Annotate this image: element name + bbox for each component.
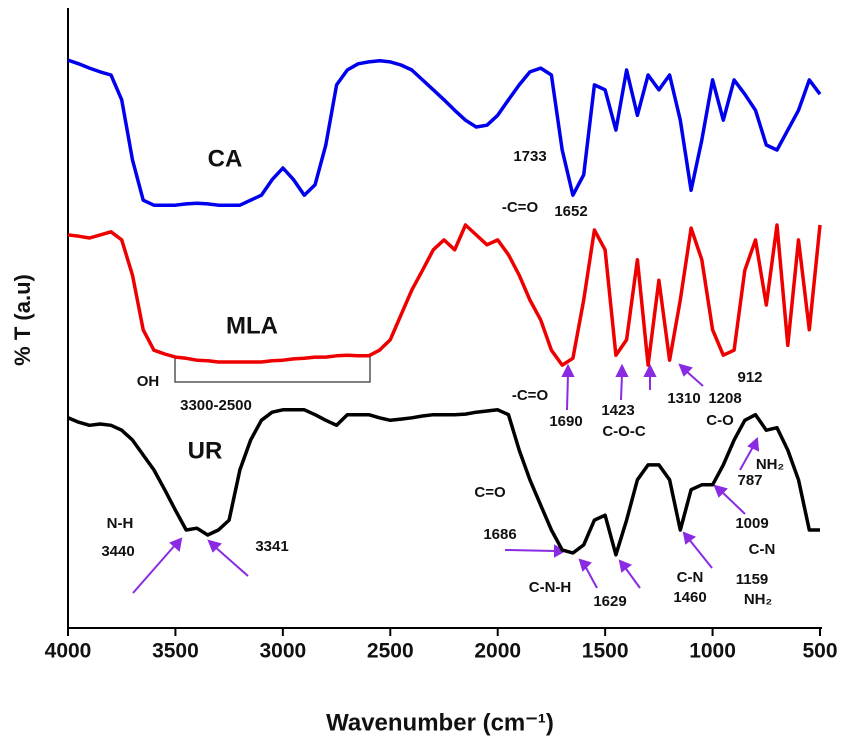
annotation: 3440 [101, 543, 134, 560]
spectrum-line [67, 58, 822, 207]
x-tick-label: 1500 [582, 640, 629, 663]
series-label: UR [188, 437, 223, 464]
annotation: 1460 [673, 589, 706, 606]
annotation: 1686 [483, 526, 516, 543]
arrowhead [678, 363, 693, 377]
arrowhead [615, 363, 629, 377]
x-tick-label: 3500 [152, 640, 199, 663]
x-tick-label: 500 [802, 640, 837, 663]
annotation: 3300-2500 [180, 397, 252, 414]
series-label: CA [208, 145, 243, 172]
arrow [684, 369, 704, 387]
arrow [620, 373, 623, 401]
arrow [504, 549, 556, 552]
annotation: N-H [107, 515, 134, 532]
annotation: 1733 [513, 148, 546, 165]
annotation: C-N [749, 541, 776, 558]
annotation: C-N [677, 569, 704, 586]
annotation: 1310 [667, 390, 700, 407]
arrowhead [561, 363, 575, 377]
series-label: MLA [226, 312, 278, 339]
annotation: C-O [706, 412, 734, 429]
annotation: -C=O [512, 387, 549, 404]
x-tick-label: 2000 [474, 640, 521, 663]
annotation: NH₂ [756, 456, 784, 473]
annotation: C=O [474, 484, 506, 501]
arrow [132, 543, 177, 594]
annotation: 1690 [549, 413, 582, 430]
annotation: 1009 [735, 515, 768, 532]
arrowhead [747, 436, 760, 452]
annotation: 1159 [736, 571, 769, 588]
annotation: 1423 [601, 402, 634, 419]
annotation: -C=O [502, 199, 539, 216]
arrow [719, 489, 746, 515]
annotation: 912 [737, 369, 762, 386]
spectrum-line [67, 408, 820, 557]
arrowhead [578, 558, 592, 572]
arrowhead [169, 537, 183, 552]
x-tick-label: 3000 [259, 640, 306, 663]
y-axis-label: % T (a.u) [10, 274, 35, 366]
annotation: 1652 [554, 203, 587, 220]
annotation: C-N-H [529, 579, 572, 596]
spectrum-line [67, 223, 822, 367]
x-tick-label: 4000 [45, 640, 92, 663]
annotation: C-O-C [602, 423, 645, 440]
annotation: OH [137, 373, 160, 390]
annotation: NH₂ [744, 591, 772, 608]
annotation: 3341 [255, 538, 288, 555]
x-axis-label: Wavenumber (cm⁻¹) [326, 709, 554, 736]
arrowhead [713, 484, 728, 498]
arrowhead [643, 363, 657, 377]
arrowhead [682, 531, 697, 545]
x-tick-label: 2500 [367, 640, 414, 663]
annotation: 1629 [593, 593, 626, 610]
x-tick-label: 1000 [689, 640, 736, 663]
arrow [687, 537, 713, 569]
arrow [623, 565, 641, 589]
arrow [213, 545, 249, 577]
bracket [174, 356, 371, 383]
annotation: 1208 [708, 390, 741, 407]
arrow [739, 444, 755, 471]
arrowhead [618, 559, 633, 573]
arrow [566, 373, 569, 411]
arrows [132, 363, 760, 594]
annotation: 787 [737, 472, 762, 489]
arrowhead [207, 539, 222, 553]
